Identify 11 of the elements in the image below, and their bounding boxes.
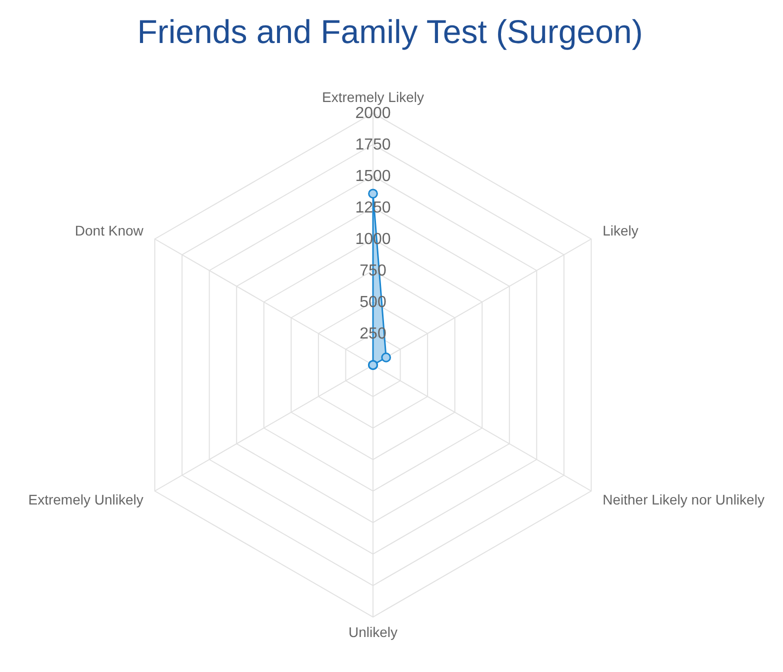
spoke-label: Neither Likely nor Unlikely [602, 492, 764, 508]
spoke-label: Likely [602, 222, 638, 238]
spoke-label: Extremely Unlikely [28, 492, 144, 508]
y-tick-label: 1750 [355, 136, 391, 154]
spoke-label: Extremely Likely [322, 88, 424, 105]
spoke-label: Unlikely [348, 624, 398, 640]
y-tick-label: 250 [360, 326, 386, 342]
spoke-label: Dont Know [74, 222, 144, 238]
y-tick-label: 2000 [355, 105, 391, 122]
y-tick-label: 1500 [355, 168, 391, 185]
chart-title: Friends and Family Test (Surgeon) [137, 13, 643, 50]
